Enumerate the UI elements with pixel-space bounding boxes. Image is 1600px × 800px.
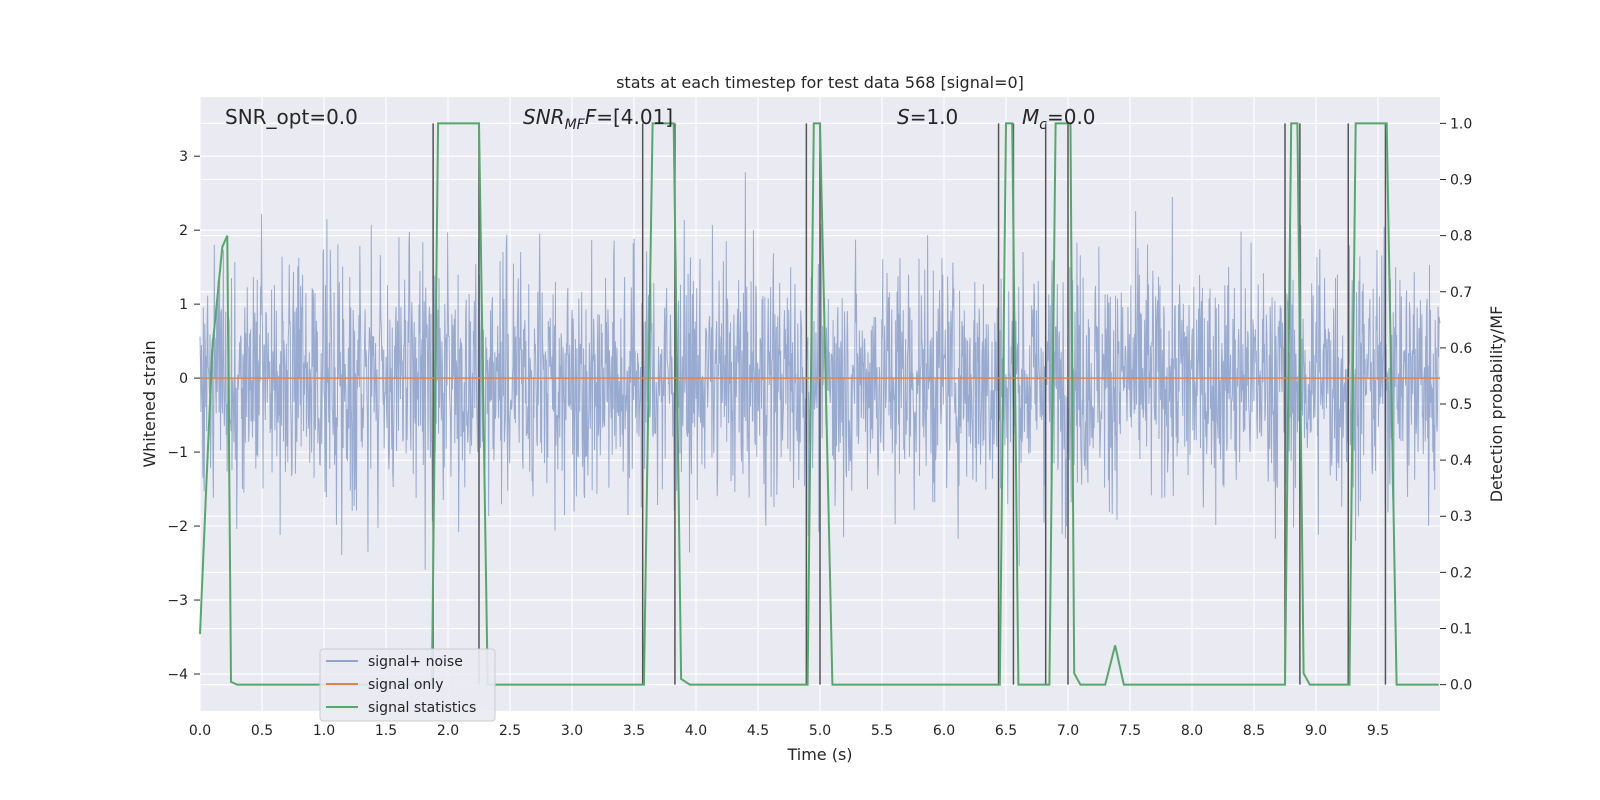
legend-label-signal-statistics: signal statistics (368, 700, 476, 716)
x-tick-label: 8.0 (1181, 723, 1203, 739)
x-tick-label: 7.5 (1119, 723, 1141, 739)
x-tick-label: 6.0 (933, 723, 955, 739)
y-right-tick-label: 0.4 (1450, 453, 1472, 469)
x-tick-label: 3.0 (561, 723, 583, 739)
annotation-s: S=1.0 (897, 105, 958, 129)
x-tick-label: 2.0 (437, 723, 459, 739)
x-tick-label: 2.5 (499, 723, 521, 739)
y-tick-label: −4 (167, 667, 188, 683)
y-right-tick-label: 0.8 (1450, 229, 1472, 245)
annotation-s-value: =1.0 (910, 105, 959, 129)
y-axis-right-label: Detection probability/MF (1487, 306, 1506, 503)
y-tick-label: 0 (179, 371, 188, 387)
y-right-tick-label: 0.7 (1450, 285, 1472, 301)
x-tick-label: 0.0 (189, 723, 211, 739)
y-tick-label: 1 (179, 297, 188, 313)
x-axis-label: Time (s) (786, 745, 852, 764)
annotation-mc-value: =0.0 (1047, 105, 1096, 129)
legend-box (319, 648, 496, 722)
x-tick-label: 6.5 (995, 723, 1017, 739)
y-right-tick-label: 1.0 (1450, 116, 1472, 132)
annotation-mc-symbol: M (1022, 105, 1039, 129)
y-right-tick-label: 0.5 (1450, 397, 1472, 413)
x-tick-label: 0.5 (251, 723, 273, 739)
y-right-tick-label: 0.6 (1450, 341, 1472, 357)
x-tick-label: 9.5 (1367, 723, 1389, 739)
x-tick-label: 3.5 (623, 723, 645, 739)
y-tick-label: 2 (179, 223, 188, 239)
series-lines (199, 122, 1440, 686)
annotation-snr-mf-base: SNR (523, 105, 565, 129)
x-tick-label: 9.0 (1305, 723, 1327, 739)
legend-label-signal-only: signal only (368, 677, 443, 693)
x-tick-label: 4.5 (747, 723, 769, 739)
legend-label-signal-noise: signal+ noise (368, 654, 463, 670)
y-right-tick-label: 0.2 (1450, 565, 1472, 581)
y-right-tick-label: 0.1 (1450, 621, 1472, 637)
y-tick-label: −2 (167, 519, 188, 535)
annotation-snr-mf-f: F (585, 105, 597, 129)
x-tick-label: 5.0 (809, 723, 831, 739)
x-tick-label: 8.5 (1243, 723, 1265, 739)
annotation-mc-sub: c (1039, 117, 1047, 133)
tick-labels: 0.0 0.5 1.0 1.5 2.0 2.5 3.0 3.5 4.0 4.5 5.0 5.5 6.0 6… (167, 116, 1472, 739)
y-right-tick-label: 0.3 (1450, 509, 1472, 525)
x-tick-label: 4.0 (685, 723, 707, 739)
annotation-s-symbol: S (897, 105, 910, 129)
y-axis-label: Whitened strain (140, 340, 159, 467)
legend: signal+ noise signal only signal statist… (319, 648, 496, 722)
annotation-snr-mf: SNRMFF=[4.01] (523, 105, 673, 133)
y-tick-label: 3 (179, 149, 188, 165)
x-tick-label: 1.0 (313, 723, 335, 739)
chart-title: stats at each timestep for test data 568… (616, 73, 1024, 92)
signal-statistics-line (199, 122, 1439, 686)
y-tick-label: −1 (167, 445, 188, 461)
annotation-snr-mf-sub: MF (565, 117, 586, 133)
y-right-tick-label: 0.9 (1450, 173, 1472, 189)
annotation-snr-opt: SNR_opt=0.0 (225, 105, 358, 129)
x-tick-label: 7.0 (1057, 723, 1079, 739)
x-tick-label: 5.5 (871, 723, 893, 739)
annotation-snr-mf-value: =[4.01] (596, 105, 673, 129)
annotation-mc: Mc=0.0 (1022, 105, 1096, 133)
x-tick-label: 1.5 (375, 723, 397, 739)
y-tick-label: −3 (167, 593, 188, 609)
y-right-tick-label: 0.0 (1450, 678, 1472, 694)
